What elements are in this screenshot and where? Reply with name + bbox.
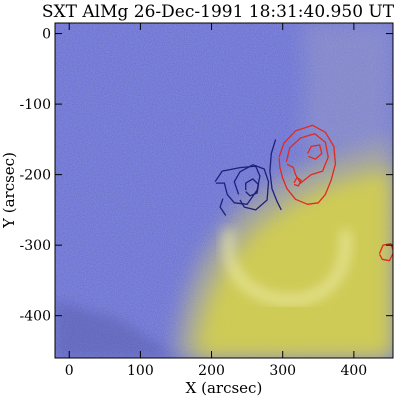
blue-contour-4 [245, 178, 260, 197]
y-tick-label: -100 [20, 97, 51, 113]
upper-streamer [300, 23, 393, 150]
loop-arcade [223, 228, 351, 306]
axis-ticks: 0 100 200 300 400 0 -100 -200 -300 -400 [20, 23, 393, 379]
y-tick-label: -400 [20, 309, 51, 325]
y-tick-label: -300 [20, 238, 51, 254]
x-tick-label: 300 [269, 363, 296, 379]
red-contour-6 [278, 124, 337, 205]
red-contour-8 [307, 144, 323, 160]
contour-overlay [214, 124, 393, 262]
bright-emission [195, 170, 393, 358]
lower-left-dark-region [55, 300, 180, 358]
chart-title: SXT AlMg 26-Dec-1991 18:31:40.950 UT [42, 2, 395, 22]
solar-xray-image [55, 23, 393, 358]
x-tick-label: 200 [198, 363, 225, 379]
red-contour-9 [293, 176, 302, 187]
x-axis-label: X (arcsec) [186, 379, 263, 397]
x-tick-label: 100 [127, 363, 154, 379]
blue-contour-3 [233, 164, 270, 211]
x-tick-label: 0 [65, 363, 74, 379]
y-axis-label: Y (arcsec) [0, 152, 18, 229]
red-contour-7 [285, 133, 329, 184]
x-tick-label: 400 [340, 363, 367, 379]
blue-contour-2 [219, 198, 227, 216]
red-contour-10 [378, 243, 393, 262]
y-tick-label: 0 [42, 27, 51, 43]
plot-frame [54, 22, 394, 359]
blue-contour-5 [269, 139, 282, 211]
y-tick-label: -200 [20, 168, 51, 184]
